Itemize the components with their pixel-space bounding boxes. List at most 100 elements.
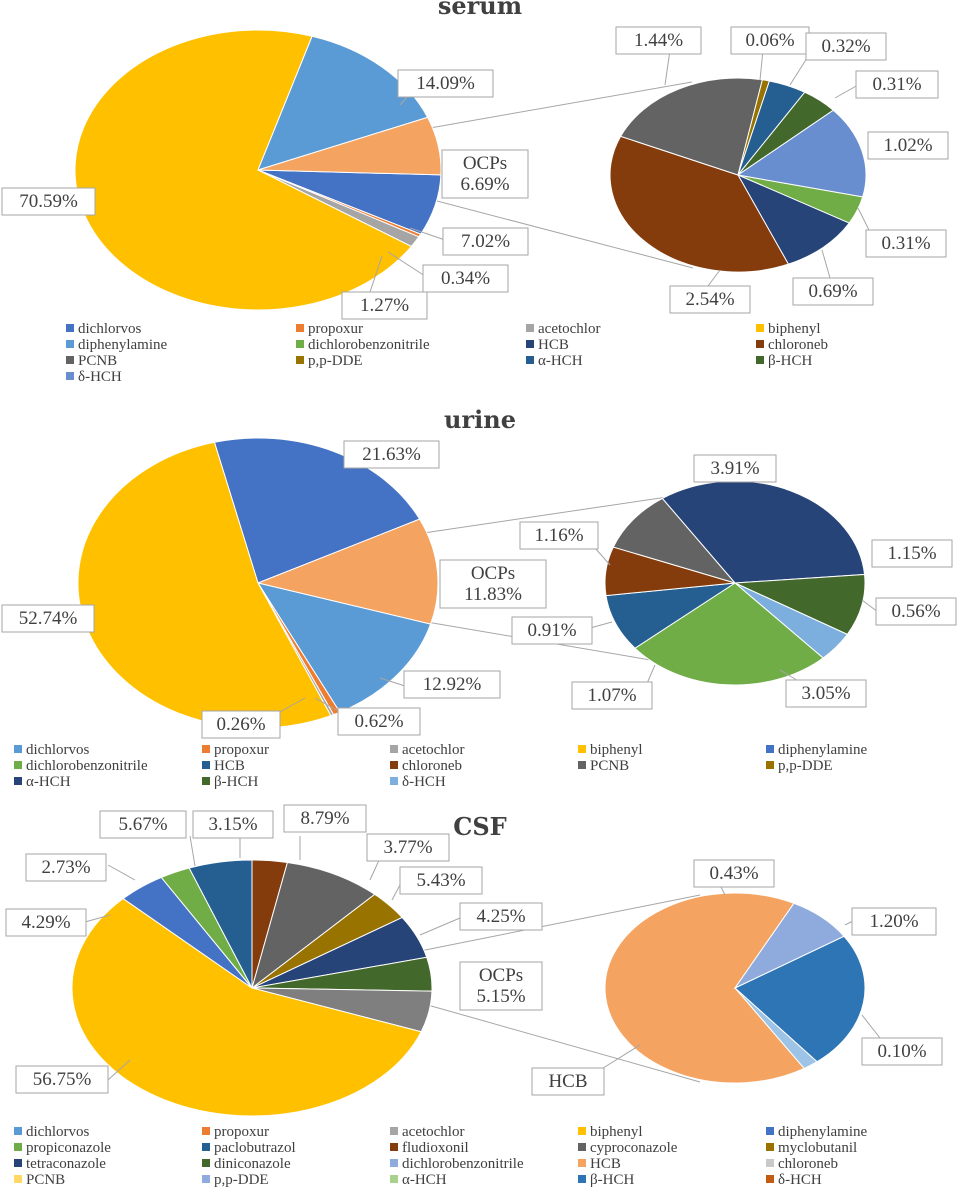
serum-legend-item: δ-HCH — [78, 369, 122, 385]
serum-leader — [834, 84, 859, 99]
csf-legend-swatch — [578, 1127, 586, 1135]
csf-legend-item: paclobutrazol — [214, 1140, 296, 1156]
csf-leader — [107, 864, 136, 881]
serum-main-pie — [74, 29, 442, 311]
urine-leader — [279, 697, 306, 713]
serum-main-slice-diphenylamine — [257, 35, 429, 171]
urine-legend-swatch — [390, 745, 398, 753]
urine-label-21-63-text: 21.63% — [362, 444, 421, 465]
csf-legend-item: diniconazole — [214, 1156, 291, 1172]
urine-leader — [594, 547, 611, 566]
urine-label-52-74-box — [1, 604, 95, 633]
csf-label-4-29-box — [5, 908, 87, 937]
csf-legend-swatch — [14, 1159, 22, 1167]
serum-leader — [409, 227, 446, 241]
csf-legend-swatch — [578, 1159, 586, 1167]
urine-label-1-15-box — [871, 539, 953, 568]
urine-label-12-92-box — [403, 670, 501, 699]
urine-breakdown-pie — [604, 480, 866, 686]
urine-label-3-05-text: 3.05% — [801, 683, 850, 704]
urine-legend-swatch — [578, 745, 586, 753]
urine-label-ocps-text: 11.83% — [464, 584, 522, 605]
csf-label-4-25-text: 4.25% — [476, 906, 525, 927]
csf-label-5-67-box — [99, 810, 187, 839]
csf-legend-swatch — [202, 1159, 210, 1167]
serum-legend-swatch — [296, 324, 304, 332]
csf-legend-swatch — [14, 1127, 22, 1135]
csf-main-slice-biphenyl — [71, 897, 422, 1117]
urine-legend-item: α-HCH — [26, 774, 71, 790]
serum-leader — [387, 251, 426, 277]
serum-leader — [369, 255, 383, 293]
csf-leader — [861, 1014, 881, 1039]
serum-label-0-31-text: 0.31% — [881, 233, 930, 254]
csf-label-hcb-text: HCB — [548, 1071, 587, 1092]
urine-legend-item: dichlorobenzonitrile — [26, 758, 148, 774]
urine-legend-item: acetochlor — [402, 742, 464, 758]
csf-label-5-43-box — [399, 866, 483, 895]
urine-legend-item: p,p-DDE — [778, 758, 833, 774]
serum-main-slice-biphenyl — [74, 29, 413, 311]
serum-legend-swatch — [296, 356, 304, 364]
csf-legend-swatch — [578, 1143, 586, 1151]
urine-label-1-16-box — [519, 521, 599, 550]
urine-leader — [379, 677, 406, 687]
urine-breakdown-slice--hch — [661, 480, 866, 584]
urine-label-0-91-box — [511, 616, 593, 645]
csf-legend-item: α-HCH — [402, 1172, 447, 1188]
urine-legend-item: HCB — [214, 758, 245, 774]
csf-label-1-20-text: 1.20% — [869, 911, 918, 932]
csf-label-3-77-box — [366, 833, 450, 862]
serum-legend-item: diphenylamine — [78, 337, 167, 353]
csf-leader — [84, 914, 111, 923]
serum-label-0-31-b-box — [855, 70, 939, 99]
serum-legend-item: β-HCH — [768, 353, 812, 369]
serum-legend-swatch — [66, 356, 74, 364]
serum-legend-swatch — [756, 324, 764, 332]
csf-leader — [107, 1059, 131, 1081]
serum-leader — [821, 249, 831, 279]
csf-legend-swatch — [202, 1143, 210, 1151]
urine-legend-item: biphenyl — [590, 742, 643, 758]
serum-label-14-09-box — [397, 69, 494, 98]
urine-label-0-91-text: 0.91% — [527, 620, 576, 641]
csf-legend-item: fludioxonil — [402, 1140, 469, 1156]
csf-main-slice-propiconazole — [188, 859, 253, 989]
urine-leader — [314, 697, 341, 713]
csf-legend-item: chloroneb — [778, 1156, 838, 1172]
serum-label-0-69-text: 0.69% — [808, 281, 857, 302]
urine-label-0-56-text: 0.56% — [891, 601, 940, 622]
csf-label-5-67-text: 5.67% — [118, 814, 167, 835]
serum-label-1-27-text: 1.27% — [360, 295, 409, 316]
csf-legend-item: biphenyl — [590, 1124, 643, 1140]
urine-legend-swatch — [14, 777, 22, 785]
csf-label-2-73-box — [25, 853, 107, 882]
urine-legend-item: diphenylamine — [778, 742, 867, 758]
serum-label-ocps-box — [441, 149, 529, 199]
urine-label-0-62-box — [337, 707, 421, 736]
csf-legend-item: HCB — [590, 1156, 621, 1172]
csf-title: CSF — [453, 812, 506, 841]
csf-legend-item: dichlorvos — [26, 1124, 89, 1140]
csf-legend-swatch — [390, 1159, 398, 1167]
serum-label-2-54-box — [669, 285, 751, 314]
urine-label-ocps-text: OCPs — [471, 563, 515, 584]
serum-legend-swatch — [526, 340, 534, 348]
serum-label-1-02-text: 1.02% — [883, 135, 932, 156]
urine-label-12-92-text: 12.92% — [423, 674, 482, 695]
csf-connector-top — [399, 894, 701, 956]
csf-label-1-20-box — [851, 907, 937, 936]
csf-label-0-43-box — [693, 859, 775, 888]
serum-label-1-44-text: 1.44% — [634, 30, 683, 51]
serum-label-2-54-text: 2.54% — [685, 289, 734, 310]
urine-label-3-91-box — [693, 454, 777, 483]
csf-legend-swatch — [202, 1175, 210, 1183]
serum-leader — [857, 207, 871, 233]
serum-legend-item: p,p-DDE — [308, 353, 363, 369]
serum-label-7-02-text: 7.02% — [461, 231, 510, 252]
csf-legend-swatch — [766, 1175, 774, 1183]
csf-legend-item: acetochlor — [402, 1124, 464, 1140]
